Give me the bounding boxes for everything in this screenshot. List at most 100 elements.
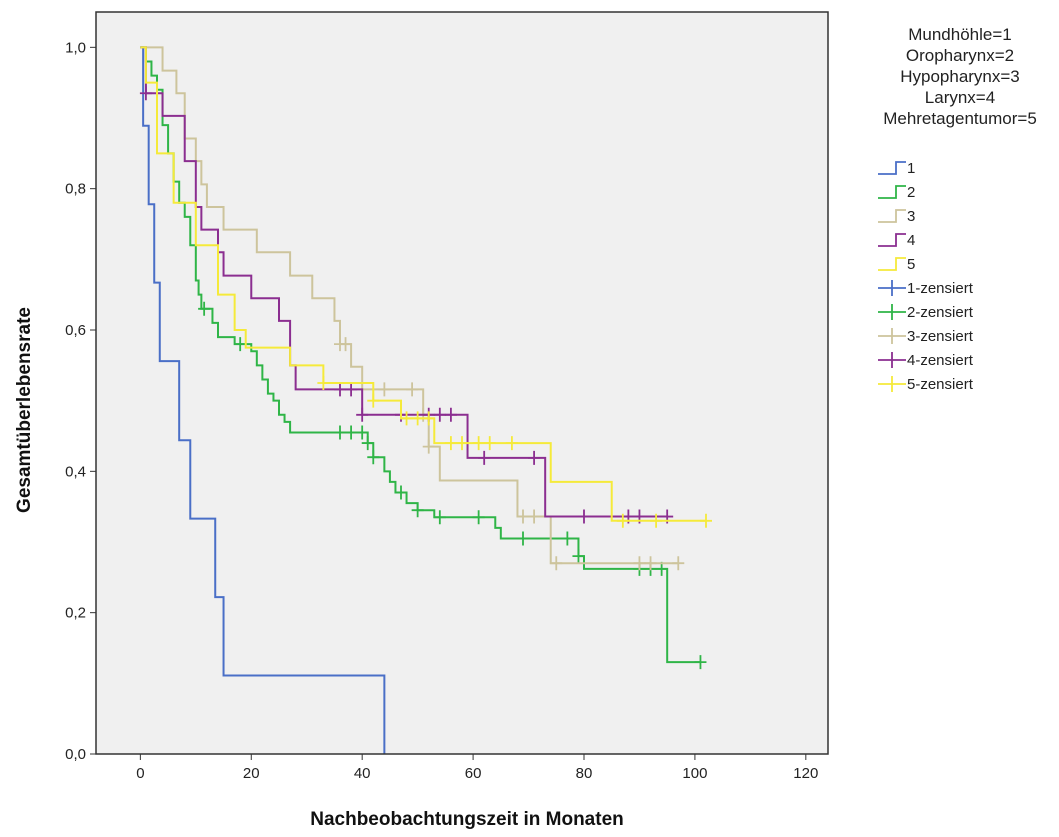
censor-mark-5 (411, 411, 424, 426)
legend: Mundhöhle=1 Oropharynx=2 Hypopharynx=3 Lary… (878, 25, 1037, 393)
censor-mark-4 (528, 450, 541, 465)
censor-mark-3 (644, 556, 657, 571)
censor-mark-5 (505, 436, 518, 451)
y-tick-label: 0,2 (65, 605, 86, 622)
series-2 (140, 46, 707, 670)
censor-mark-2 (234, 337, 247, 352)
y-tick-label: 0,4 (65, 463, 86, 480)
censor-mark-5 (400, 411, 413, 426)
legend-label: 4-zensiert (907, 352, 974, 369)
x-tick-label: 120 (793, 765, 818, 782)
x-tick-label: 100 (682, 765, 707, 782)
legend-swatch-line (878, 161, 906, 175)
series-layer (139, 46, 712, 754)
censor-mark-4 (433, 407, 446, 422)
legend-label: 1 (907, 160, 915, 177)
survival-curve-2 (140, 46, 701, 664)
legend-censor-swatch (878, 376, 906, 392)
x-tick-label: 40 (354, 765, 371, 782)
legend-title-line: Mundhöhle=1 (908, 25, 1012, 44)
plot-background (96, 12, 828, 754)
censor-mark-5 (444, 436, 457, 451)
censor-mark-5 (616, 513, 629, 528)
legend-title-line: Mehretagentumor=5 (883, 109, 1037, 128)
censor-mark-2 (694, 655, 707, 670)
censor-mark-4 (478, 450, 491, 465)
censor-mark-3 (339, 337, 352, 352)
censor-mark-2 (517, 531, 529, 546)
survival-curve-4 (140, 46, 668, 518)
legend-title-line: Oropharynx=2 (906, 46, 1014, 65)
censor-mark-4 (345, 382, 358, 397)
censor-mark-5 (456, 436, 468, 451)
censor-mark-4 (356, 407, 369, 422)
censor-mark-2 (367, 450, 380, 465)
legend-censor-swatch (878, 328, 906, 344)
legend-swatch-line (878, 209, 906, 223)
series-1 (140, 46, 386, 754)
censor-mark-5 (367, 393, 380, 408)
censor-mark-2 (198, 301, 211, 316)
legend-label: 5-zensiert (907, 376, 974, 393)
censor-mark-3 (633, 556, 646, 571)
censor-mark-3 (672, 556, 685, 571)
y-tick-label: 0,0 (65, 746, 86, 763)
legend-label: 3 (907, 208, 915, 225)
censor-mark-5 (483, 436, 496, 451)
x-tick-label: 60 (465, 765, 482, 782)
y-tick-label: 1,0 (65, 39, 86, 56)
x-tick-label: 80 (576, 765, 593, 782)
censor-mark-2 (334, 425, 346, 440)
censor-mark-5 (650, 513, 663, 528)
legend-censor-swatch (878, 304, 906, 320)
censor-mark-4 (334, 382, 346, 397)
legend-title-line: Hypopharynx=3 (900, 67, 1020, 86)
legend-label: 2-zensiert (907, 304, 974, 321)
legend-censor-swatch (878, 352, 906, 368)
censor-mark-4 (444, 407, 457, 422)
censor-mark-3 (528, 509, 541, 524)
legend-swatch-line (878, 233, 906, 247)
censor-mark-2 (433, 510, 446, 525)
censor-mark-4 (578, 509, 590, 524)
censor-mark-2 (472, 510, 485, 525)
legend-label: 4 (907, 232, 915, 249)
legend-label: 2 (907, 184, 915, 201)
censor-mark-4 (139, 86, 152, 101)
censor-mark-2 (561, 531, 574, 546)
legend-swatch-line (878, 185, 906, 199)
legend-label: 5 (907, 256, 915, 273)
censor-mark-5 (422, 411, 435, 426)
censor-mark-2 (345, 425, 358, 440)
legend-title-line: Larynx=4 (925, 88, 995, 107)
y-axis-title: Gesamtüberlebensrate (14, 307, 35, 513)
censor-mark-3 (517, 509, 529, 524)
censor-mark-2 (411, 503, 424, 518)
censor-mark-2 (356, 425, 369, 440)
censor-mark-5 (472, 436, 485, 451)
series-5 (140, 46, 712, 528)
y-tick-label: 0,8 (65, 181, 86, 198)
legend-censor-swatch (878, 280, 906, 296)
legend-label: 1-zensiert (907, 280, 974, 297)
censor-mark-3 (550, 556, 563, 571)
legend-label: 3-zensiert (907, 328, 974, 345)
censor-mark-2 (395, 485, 407, 500)
censor-mark-5 (700, 513, 712, 528)
censor-mark-3 (406, 382, 419, 397)
censor-mark-2 (572, 549, 585, 564)
censor-mark-3 (422, 439, 435, 454)
y-tick-label: 0,6 (65, 322, 86, 339)
x-tick-label: 20 (243, 765, 260, 782)
censor-mark-3 (378, 382, 391, 397)
censor-mark-2 (361, 436, 374, 451)
series-3 (140, 46, 685, 571)
x-axis-title: Nachbeobachtungszeit in Monaten (310, 809, 624, 830)
x-tick-label: 0 (136, 765, 144, 782)
axes-layer: 0 20 40 60 80 100 120 0,0 0,2 0,4 0,6 0,8 1,0 (65, 39, 818, 782)
survival-curve-1 (140, 46, 386, 754)
plot-frame (95, 11, 829, 755)
legend-swatch-line (878, 257, 906, 271)
censor-mark-5 (317, 376, 330, 390)
